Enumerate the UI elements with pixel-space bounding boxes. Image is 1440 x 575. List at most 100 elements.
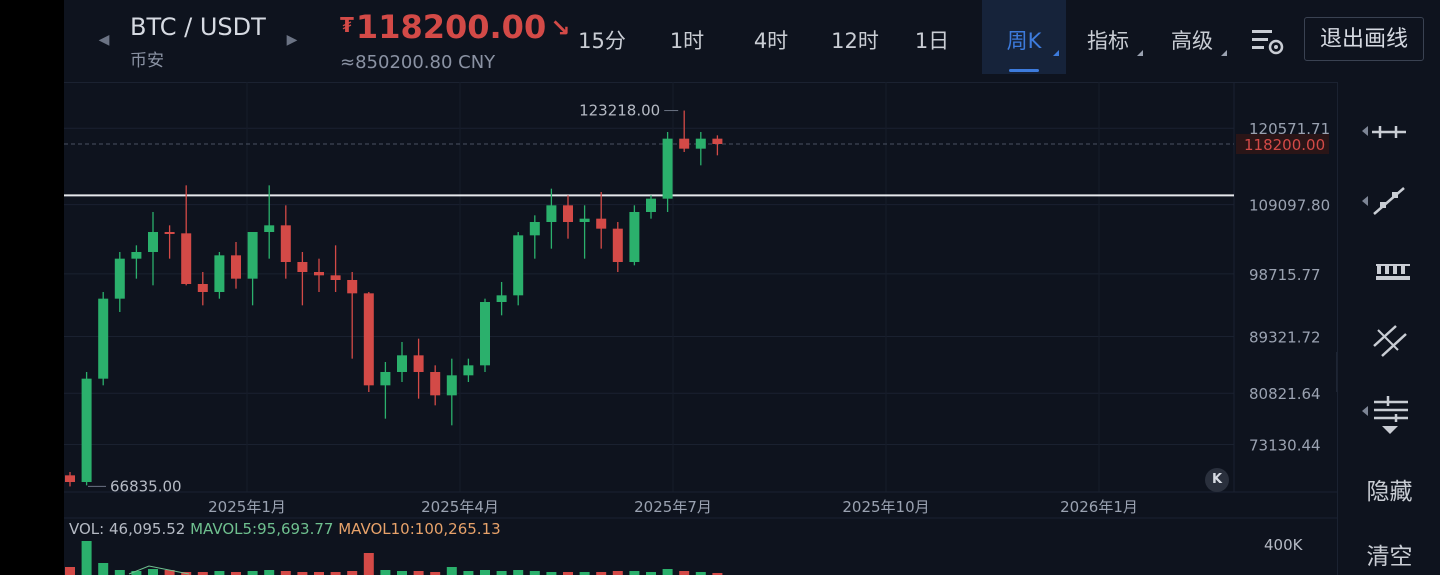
y-tick-label: 73130.44: [1249, 436, 1321, 454]
min-price-label: 66835.00: [110, 477, 182, 495]
volume-bar: [148, 569, 158, 575]
y-tick-label: 120571.71: [1249, 120, 1330, 138]
candle-body: [231, 255, 241, 279]
pair-title[interactable]: BTC / USDT: [130, 13, 266, 41]
candle-body: [563, 205, 573, 222]
candle-body: [662, 138, 673, 199]
volume-bar: [529, 571, 540, 575]
volume-bar: [114, 570, 125, 575]
volume-bar: [314, 572, 324, 575]
next-pair-button[interactable]: ▶: [286, 32, 298, 48]
candle-body: [463, 365, 474, 376]
volume-bar: [463, 571, 474, 575]
timeframe-label: 高级: [1171, 29, 1213, 53]
candle-body: [197, 284, 208, 292]
last-price: ₮118200.00 ↘: [340, 8, 570, 46]
timeframe-tab-5[interactable]: 周K: [982, 0, 1066, 74]
volume-bar: [430, 572, 441, 575]
timeframe-tab-4[interactable]: 1日: [904, 0, 960, 74]
timeframe-label: 12时: [831, 29, 879, 53]
timeframe-tab-1[interactable]: 1时: [654, 0, 720, 74]
mavol5-line: [128, 565, 190, 575]
trend-line-icon: [1373, 187, 1405, 215]
price-range-icon: [1376, 264, 1410, 280]
chart-reset-icon[interactable]: K: [1205, 468, 1229, 492]
x-tick-label: 2025年1月: [208, 498, 286, 516]
candle-body: [712, 138, 723, 144]
candle-body: [496, 295, 507, 302]
price-range-tool[interactable]: [1362, 252, 1418, 294]
candle-body: [347, 280, 358, 294]
price-cny: ≈850200.80 CNY: [340, 52, 496, 73]
candle-body: [579, 218, 590, 222]
volume-bar: [679, 571, 690, 575]
volume-bar: [264, 570, 275, 575]
arrow-down-right-icon: ↘: [550, 14, 571, 42]
max-price-label: 123218.00: [579, 102, 660, 120]
candle-body: [646, 198, 656, 212]
volume-bar: [231, 572, 241, 575]
candle-body: [148, 232, 158, 252]
volume-bar: [197, 572, 208, 575]
x-tick-label: 2026年1月: [1060, 498, 1138, 516]
chart-settings-icon[interactable]: [1250, 24, 1286, 58]
timeframe-label: 15分: [578, 29, 626, 53]
x-tick-label: 2025年4月: [421, 498, 499, 516]
timeframe-tab-2[interactable]: 4时: [736, 0, 806, 74]
timeframe-tab-6[interactable]: 指标: [1066, 0, 1150, 74]
candle-body: [264, 225, 275, 232]
candlestick-chart[interactable]: 120571.71 109097.80 98715.77 89321.72 80821.…: [64, 82, 1337, 575]
volume-bar: [446, 567, 457, 575]
currency-symbol: ₮: [340, 13, 354, 37]
candle-body: [380, 372, 391, 386]
volume-bar: [297, 572, 308, 575]
volume-bar: [662, 569, 673, 575]
candle-body: [430, 372, 441, 396]
candle-body: [679, 138, 690, 149]
volume-bar: [712, 573, 723, 575]
parallel-channel-tool[interactable]: [1362, 322, 1418, 364]
candle-body: [214, 255, 225, 292]
volume-legend: VOL: 46,095.52 MAVOL5:95,693.77 MAVOL10:…: [69, 520, 501, 538]
previous-pair-button[interactable]: ◀: [98, 32, 110, 48]
exit-drawing-button[interactable]: 退出画线: [1304, 17, 1424, 61]
candle-body: [131, 252, 142, 259]
candle-body: [280, 225, 291, 262]
volume-bar: [695, 572, 706, 575]
candle-body: [164, 232, 175, 234]
timeframe-tab-0[interactable]: 15分: [569, 0, 635, 74]
volume-bar: [612, 571, 623, 575]
fibonacci-icon: [1374, 396, 1408, 434]
chart-header: ◀ BTC / USDT 币安 ▶ ₮118200.00 ↘ ≈850200.80…: [64, 0, 1440, 83]
candle-body: [596, 218, 607, 229]
clear-drawings-button[interactable]: 清空: [1366, 544, 1413, 570]
candle-body: [297, 262, 308, 272]
hide-drawings-button[interactable]: 隐藏: [1366, 479, 1413, 505]
timeframe-tab-7[interactable]: 高级: [1150, 0, 1234, 74]
candle-body: [114, 258, 125, 299]
submenu-arrow-icon: [1362, 196, 1368, 206]
volume-bar: [646, 572, 656, 575]
volume-bar: [546, 572, 557, 575]
candle-body: [446, 375, 457, 396]
fibonacci-tool[interactable]: [1362, 392, 1418, 434]
timeframe-tab-3[interactable]: 12时: [820, 0, 890, 74]
candle-body: [330, 275, 341, 280]
candle-body: [397, 355, 407, 372]
timeframe-label: 4时: [753, 29, 789, 53]
dropdown-corner-icon: [1221, 50, 1227, 56]
x-tick-label: 2025年7月: [634, 498, 712, 516]
x-tick-label: 2025年10月: [842, 498, 929, 516]
y-tick-label: 98715.77: [1249, 266, 1321, 284]
candle-body: [612, 228, 623, 262]
timeframe-label: 1时: [669, 29, 705, 53]
candle-body: [546, 205, 557, 222]
dropdown-corner-icon: [1137, 50, 1143, 56]
volume-bar: [65, 567, 75, 575]
trend-line-tool[interactable]: [1362, 182, 1418, 224]
volume-value: VOL: 46,095.52: [69, 520, 186, 538]
horizontal-line-tool[interactable]: [1362, 112, 1418, 154]
volume-bar: [280, 571, 291, 575]
submenu-arrow-icon: [1362, 126, 1368, 136]
volume-bar: [131, 571, 142, 575]
